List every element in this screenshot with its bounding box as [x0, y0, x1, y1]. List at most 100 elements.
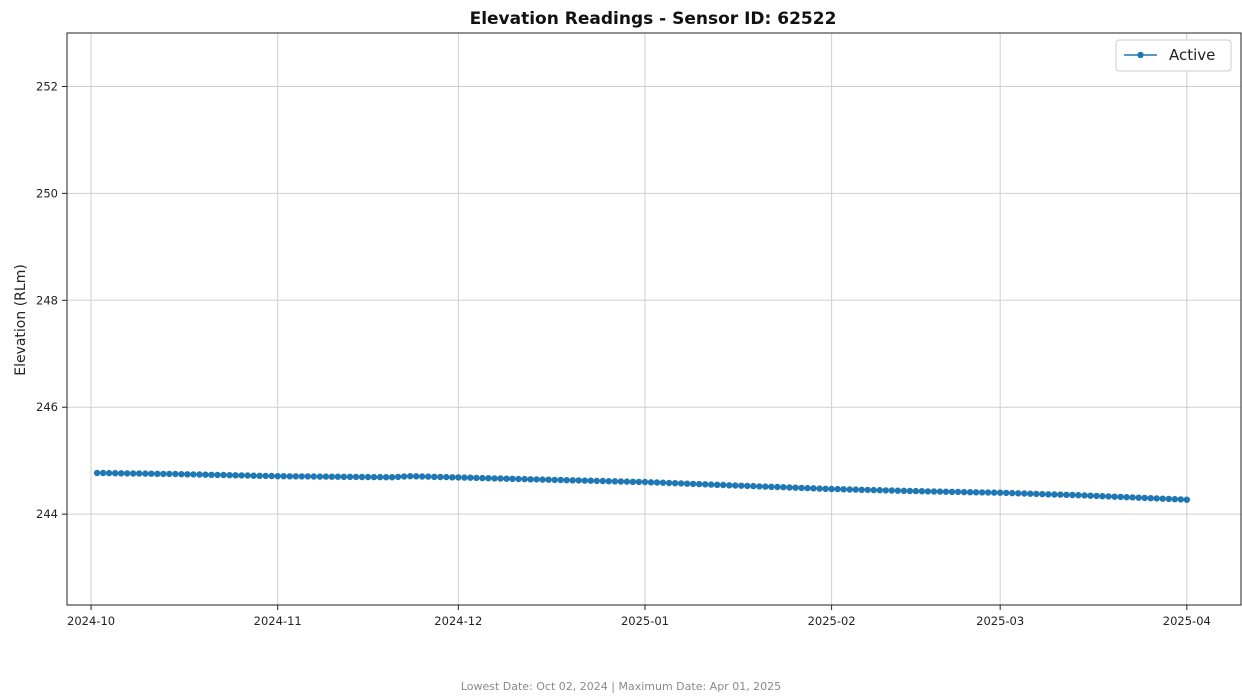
data-point	[1045, 491, 1052, 498]
data-point	[677, 480, 685, 487]
data-point	[828, 485, 835, 493]
data-point	[214, 471, 221, 479]
data-point	[906, 487, 914, 495]
data-point	[659, 479, 667, 486]
data-point	[286, 473, 293, 480]
data-point	[605, 478, 612, 485]
data-point	[310, 473, 317, 480]
data-point	[352, 473, 360, 481]
data-point	[1159, 495, 1166, 502]
data-point	[852, 486, 859, 493]
data-point	[1069, 491, 1076, 499]
data-point	[683, 480, 691, 487]
data-point	[599, 477, 606, 485]
x-tick-label: 2025-04	[1163, 614, 1211, 628]
data-point	[816, 485, 823, 492]
data-point	[226, 472, 233, 479]
data-point	[575, 477, 582, 484]
data-point	[671, 480, 679, 487]
data-point	[262, 472, 269, 480]
data-point	[840, 486, 847, 493]
data-point	[569, 477, 576, 484]
data-point	[991, 489, 998, 496]
data-point	[1153, 495, 1160, 502]
data-point	[1165, 495, 1173, 503]
data-point	[1027, 490, 1034, 497]
x-tick-label: 2025-01	[621, 614, 669, 628]
data-point	[792, 484, 799, 491]
x-tick-label: 2024-10	[67, 614, 115, 628]
data-point	[936, 488, 944, 495]
data-point	[557, 476, 564, 484]
data-point	[1147, 495, 1154, 502]
data-point	[376, 473, 384, 481]
data-point	[1051, 491, 1058, 498]
data-point	[744, 482, 751, 490]
data-point	[1117, 493, 1124, 501]
data-point	[1033, 490, 1040, 498]
data-point	[166, 470, 173, 478]
data-point	[93, 469, 101, 477]
data-point	[1135, 494, 1142, 501]
data-point	[461, 474, 468, 481]
data-point	[864, 486, 871, 494]
data-point	[105, 469, 113, 477]
data-point	[1009, 489, 1016, 497]
data-point	[738, 482, 745, 489]
data-point	[1087, 492, 1094, 499]
data-point	[136, 470, 143, 477]
data-point	[858, 486, 865, 493]
x-tick-label: 2025-02	[808, 614, 856, 628]
y-tick-label: 252	[36, 79, 58, 93]
legend-box	[1115, 39, 1232, 72]
data-point	[202, 471, 209, 478]
data-point	[413, 473, 420, 480]
data-point	[756, 483, 763, 490]
data-point	[184, 471, 191, 478]
data-point	[521, 475, 528, 483]
data-point	[870, 486, 877, 494]
data-point	[280, 473, 287, 480]
data-point	[545, 476, 552, 483]
axis-ticks: 2024-10 2024-11 2024-12 2025-01 2025-02 2025-…	[36, 79, 1211, 628]
data-point	[148, 470, 155, 477]
data-point	[930, 488, 938, 495]
data-point	[334, 473, 342, 480]
data-point	[611, 478, 619, 485]
data-point	[370, 473, 378, 481]
data-point	[1021, 490, 1028, 497]
data-point	[419, 473, 426, 480]
data-point	[358, 473, 366, 481]
chart-title: Elevation Readings - Sensor ID: 62522	[470, 9, 837, 29]
data-point	[455, 474, 462, 481]
data-point	[316, 473, 324, 480]
elevation-chart: Elevation Readings - Sensor ID: 62522 El…	[13, 9, 1242, 628]
data-point	[714, 481, 721, 488]
data-point	[984, 489, 992, 496]
data-point	[437, 473, 444, 481]
data-point	[268, 472, 275, 480]
data-point	[425, 473, 432, 480]
data-point	[346, 473, 354, 480]
data-point	[467, 474, 474, 481]
data-point	[124, 470, 131, 477]
x-tick-label: 2024-11	[254, 614, 302, 628]
data-point	[527, 476, 534, 483]
data-point	[328, 473, 336, 480]
plot-frame	[66, 32, 1242, 606]
data-point	[972, 489, 980, 496]
series-active	[93, 469, 1191, 503]
data-point	[708, 481, 715, 488]
data-point	[407, 473, 414, 480]
data-point	[1075, 492, 1082, 499]
data-point	[960, 488, 968, 496]
data-point	[473, 474, 480, 482]
data-point	[1105, 493, 1112, 500]
legend-label-active: Active	[1169, 46, 1215, 64]
data-point	[888, 487, 895, 494]
data-point	[768, 483, 775, 490]
data-point	[882, 487, 889, 494]
data-point	[563, 477, 570, 484]
data-point	[774, 483, 781, 491]
data-point	[641, 478, 649, 486]
